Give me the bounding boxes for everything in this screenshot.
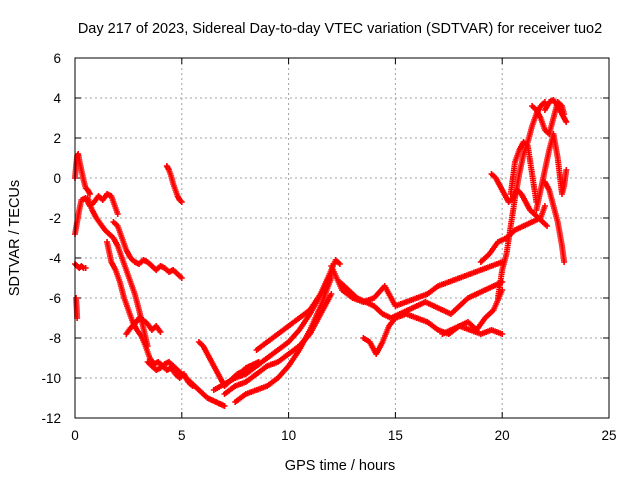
- series-tracks-aa: [533, 131, 570, 213]
- data-point: [86, 191, 93, 197]
- data-point: [563, 119, 570, 125]
- y-tick-label: 6: [53, 51, 61, 66]
- data-point: [114, 211, 121, 217]
- data-point: [178, 199, 185, 205]
- data-point: [499, 331, 506, 337]
- series-tracks-y: [541, 97, 570, 125]
- series-tracks-d: [73, 295, 81, 321]
- series-tracks-q: [336, 279, 506, 321]
- series-tracks-m: [221, 291, 335, 397]
- series-tracks-a: [72, 191, 121, 237]
- series-tracks-o: [253, 257, 343, 353]
- x-tick-label: 5: [178, 428, 186, 443]
- y-tick-label: 4: [53, 91, 61, 106]
- y-tick-label: -10: [41, 371, 61, 386]
- x-tick-label: 15: [388, 428, 403, 443]
- data-point: [157, 329, 164, 335]
- data-point: [79, 264, 86, 270]
- series-tracks-g: [110, 219, 185, 281]
- series-tracks-n: [232, 275, 335, 405]
- y-tick-label: 0: [53, 171, 61, 186]
- x-tick-label: 10: [281, 428, 296, 443]
- data-point: [336, 261, 343, 267]
- data-points: [72, 97, 570, 409]
- series-tracks-c: [72, 261, 89, 271]
- y-tick-label: -8: [49, 331, 61, 346]
- series-tracks-r: [360, 311, 506, 357]
- grid: [75, 58, 609, 418]
- data-point: [328, 291, 335, 297]
- axis-ticks: 0 5 10 15 20 25 -12 -10 -8 -6 -4 -2 0 2 4 6: [41, 51, 616, 443]
- series-tracks-z: [541, 179, 568, 265]
- series-tracks-i: [144, 359, 228, 409]
- y-tick-label: -2: [49, 211, 61, 226]
- chart-title: Day 217 of 2023, Sidereal Day-to-day VTE…: [78, 21, 602, 37]
- series-tracks-v: [488, 171, 551, 229]
- y-tick-label: 2: [53, 131, 61, 146]
- data-point: [563, 167, 570, 173]
- data-point: [221, 403, 228, 409]
- data-point: [544, 223, 551, 229]
- y-tick-label: -12: [41, 411, 61, 426]
- series-tracks-p: [328, 259, 506, 309]
- series-tracks-l: [210, 271, 335, 393]
- x-axis-label: GPS time / hours: [285, 458, 395, 474]
- data-point: [541, 203, 548, 209]
- x-tick-label: 0: [71, 428, 79, 443]
- x-tick-label: 25: [601, 428, 616, 443]
- data-point: [178, 275, 185, 281]
- series-tracks-t: [477, 203, 548, 265]
- plot-frame: [74, 57, 610, 419]
- y-tick-label: -6: [49, 291, 61, 306]
- series-tracks-h: [123, 315, 164, 337]
- x-tick-label: 20: [495, 428, 510, 443]
- data-point: [561, 259, 568, 265]
- y-tick-label: -4: [49, 251, 61, 266]
- data-point: [82, 265, 89, 271]
- y-axis-label: SDTVAR / TECUs: [7, 180, 23, 296]
- data-point: [177, 198, 184, 204]
- series-tracks-j: [163, 163, 185, 205]
